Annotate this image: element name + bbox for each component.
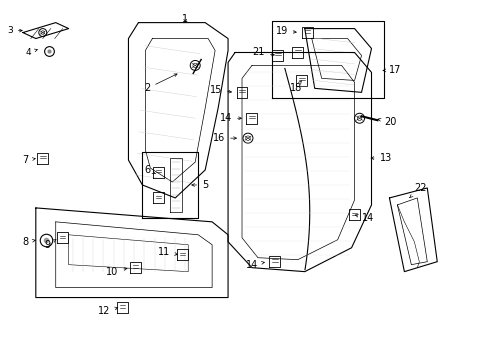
Text: 1: 1 [182, 14, 188, 24]
Text: 2: 2 [144, 74, 177, 93]
Text: 5: 5 [192, 180, 208, 190]
Text: 15: 15 [210, 85, 231, 95]
Text: 4: 4 [25, 48, 37, 57]
Text: 3: 3 [7, 26, 23, 35]
Text: 12: 12 [98, 306, 118, 316]
Text: 13: 13 [371, 153, 392, 163]
Text: 14: 14 [220, 113, 242, 123]
Text: 22: 22 [410, 183, 427, 198]
Text: 17: 17 [383, 66, 402, 76]
Text: 7: 7 [23, 155, 35, 165]
Text: 10: 10 [106, 267, 127, 276]
Text: 14: 14 [355, 213, 374, 223]
Text: 18: 18 [290, 81, 302, 93]
Text: 16: 16 [213, 133, 237, 143]
Text: 6: 6 [144, 165, 156, 175]
Text: 14: 14 [245, 260, 265, 270]
Text: 8: 8 [23, 237, 35, 247]
Text: 9: 9 [45, 239, 56, 250]
Text: 19: 19 [275, 26, 296, 36]
Text: 21: 21 [252, 48, 274, 58]
Text: 20: 20 [378, 117, 397, 127]
Text: 11: 11 [158, 247, 177, 257]
